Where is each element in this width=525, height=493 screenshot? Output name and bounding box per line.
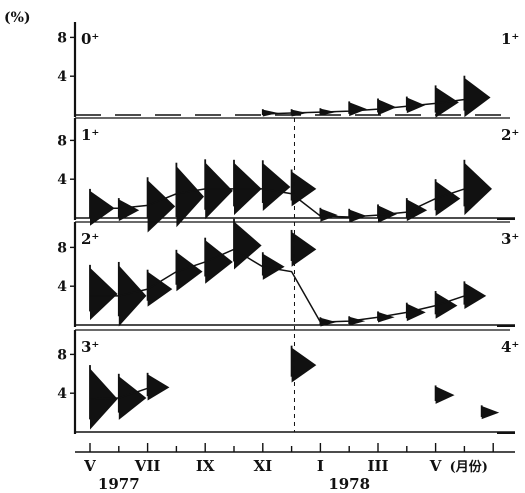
- kite-mark: [147, 271, 173, 307]
- kite-mark: [262, 253, 285, 280]
- panel-left-label: 1⁺: [81, 126, 99, 144]
- panel-right-label: 4⁺: [501, 338, 519, 356]
- kite-mark: [291, 171, 317, 207]
- y-tick-label: 4: [57, 386, 67, 402]
- kite-mark: [464, 77, 491, 118]
- kite-mark: [118, 199, 140, 222]
- kite-mark: [90, 267, 118, 321]
- kite-mark: [406, 199, 428, 222]
- trend-line: [90, 248, 465, 323]
- kite-mark: [176, 252, 203, 292]
- kite-mark: [435, 181, 461, 217]
- x-tick-label: XI: [253, 457, 272, 475]
- x-tick-label: III: [367, 457, 388, 475]
- kite-mark: [291, 347, 317, 383]
- panel-right-label: 3⁺: [501, 230, 519, 248]
- kite-mark: [205, 162, 233, 220]
- x-axis-group: V VII IX XI I III V (月份)1977 1978: [75, 443, 515, 493]
- y-tick-label: 4: [57, 69, 67, 85]
- kite-mark: [176, 166, 204, 228]
- panel-2: 8 4 2⁺ 3⁺: [57, 218, 519, 327]
- trend-line: [90, 188, 465, 218]
- kite-mark: [291, 231, 317, 267]
- panel-0: 8 4 0⁺ 1⁺: [57, 22, 519, 118]
- x-tick-label: VII: [134, 457, 161, 475]
- panel-1: 8 4 1⁺ 2⁺: [57, 117, 519, 233]
- kite-mark: [349, 102, 368, 117]
- kite-mark: [147, 180, 176, 233]
- year-label-1977: 1977: [98, 475, 140, 493]
- x-unit-label: (月份): [450, 459, 488, 475]
- kite-mark: [118, 376, 147, 420]
- panels-group: (%) 8 4 0⁺ 1⁺ 8 4 1⁺ 2⁺ 8 4 2⁺ 3⁺ 8 4 3⁺ 4⁺: [4, 10, 519, 434]
- y-tick-label: 8: [57, 347, 67, 363]
- y-unit-label: (%): [4, 10, 31, 26]
- panel-right-label: 2⁺: [501, 126, 519, 144]
- x-tick-label: I: [317, 457, 324, 475]
- kite-mark: [205, 240, 233, 284]
- y-tick-label: 8: [57, 240, 67, 256]
- kite-mark: [320, 208, 338, 222]
- kite-mark: [262, 162, 291, 211]
- kite-mark: [378, 99, 397, 116]
- kite-mark: [481, 406, 500, 420]
- panel-left-label: 3⁺: [81, 338, 99, 356]
- x-tick-label: IX: [196, 457, 215, 475]
- y-tick-label: 4: [57, 279, 67, 295]
- y-tick-label: 8: [57, 30, 67, 46]
- trend-line: [262, 98, 465, 115]
- x-tick-label: V: [83, 457, 96, 475]
- x-tick-label: V: [429, 457, 442, 475]
- panel-left-label: 0⁺: [81, 30, 99, 48]
- kite-mark: [378, 312, 395, 323]
- kite-mark: [349, 316, 366, 326]
- kite-mark: [464, 162, 492, 216]
- year-label-1978: 1978: [328, 475, 370, 493]
- y-tick-label: 4: [57, 172, 67, 188]
- y-tick-label: 8: [57, 133, 67, 149]
- kite-mark: [435, 386, 455, 404]
- panel-left-label: 2⁺: [81, 230, 99, 248]
- kite-mark: [118, 265, 147, 327]
- panel-3: 8 4 3⁺ 4⁺: [57, 329, 519, 434]
- trend-line: [89, 387, 148, 400]
- kite-mark: [147, 374, 170, 401]
- kite-mark: [435, 292, 458, 319]
- kite-mark: [234, 221, 262, 270]
- panel-right-label: 1⁺: [501, 30, 519, 48]
- kite-mark: [464, 282, 487, 309]
- kite-mark: [406, 303, 426, 322]
